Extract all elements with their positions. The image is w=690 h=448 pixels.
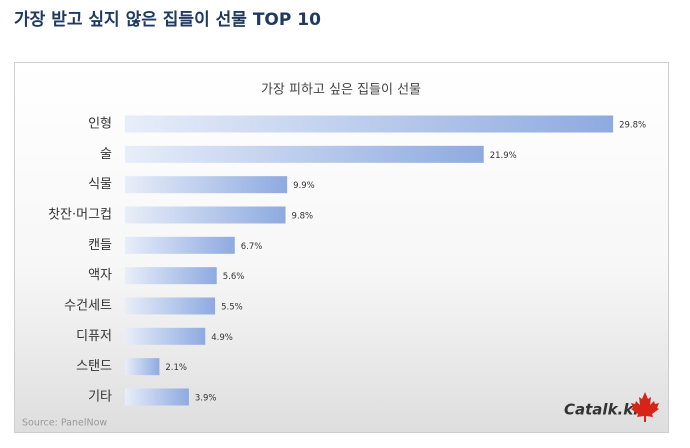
bar — [125, 267, 217, 285]
bar — [125, 327, 206, 345]
y-tick-label: 캔들 — [88, 238, 112, 253]
bar — [125, 145, 484, 163]
bar — [125, 206, 286, 224]
y-tick-label: 인형 — [88, 117, 112, 132]
y-tick-label: 식물 — [88, 177, 112, 192]
y-tick-label: 찻잔·머그컵 — [48, 207, 112, 222]
bar — [125, 236, 235, 254]
data-label: 5.5% — [221, 302, 243, 312]
bar — [125, 297, 216, 315]
logo: Catalk.kr — [564, 392, 659, 422]
y-tick-label: 술 — [100, 147, 112, 162]
data-label: 4.9% — [211, 333, 233, 343]
bar — [125, 388, 189, 406]
data-label: 9.8% — [292, 211, 314, 221]
data-label: 9.9% — [293, 181, 315, 191]
data-label: 3.9% — [195, 393, 217, 403]
y-tick-label: 액자 — [88, 268, 112, 283]
data-label: 5.6% — [223, 272, 245, 282]
data-label: 2.1% — [165, 363, 187, 373]
y-tick-label: 스탠드 — [76, 359, 112, 374]
data-label: 6.7% — [241, 242, 263, 252]
bar — [125, 358, 160, 376]
source: Source: PanelNow — [22, 418, 107, 429]
maple-leaf — [631, 392, 659, 422]
y-tick-label: 수건세트 — [64, 298, 112, 313]
logo-text: Catalk.kr — [564, 401, 642, 419]
y-tick-label: 기타 — [88, 389, 112, 404]
data-label: 21.9% — [490, 151, 517, 161]
page-title: 가장 받고 싶지 않은 집들이 선물 TOP 10 — [14, 10, 321, 30]
chart-title: 가장 피하고 싶은 집들이 선물 — [261, 83, 421, 98]
data-label: 29.8% — [619, 121, 646, 131]
bar — [125, 115, 614, 133]
bar — [125, 176, 288, 194]
y-tick-label: 디퓨저 — [76, 329, 112, 344]
